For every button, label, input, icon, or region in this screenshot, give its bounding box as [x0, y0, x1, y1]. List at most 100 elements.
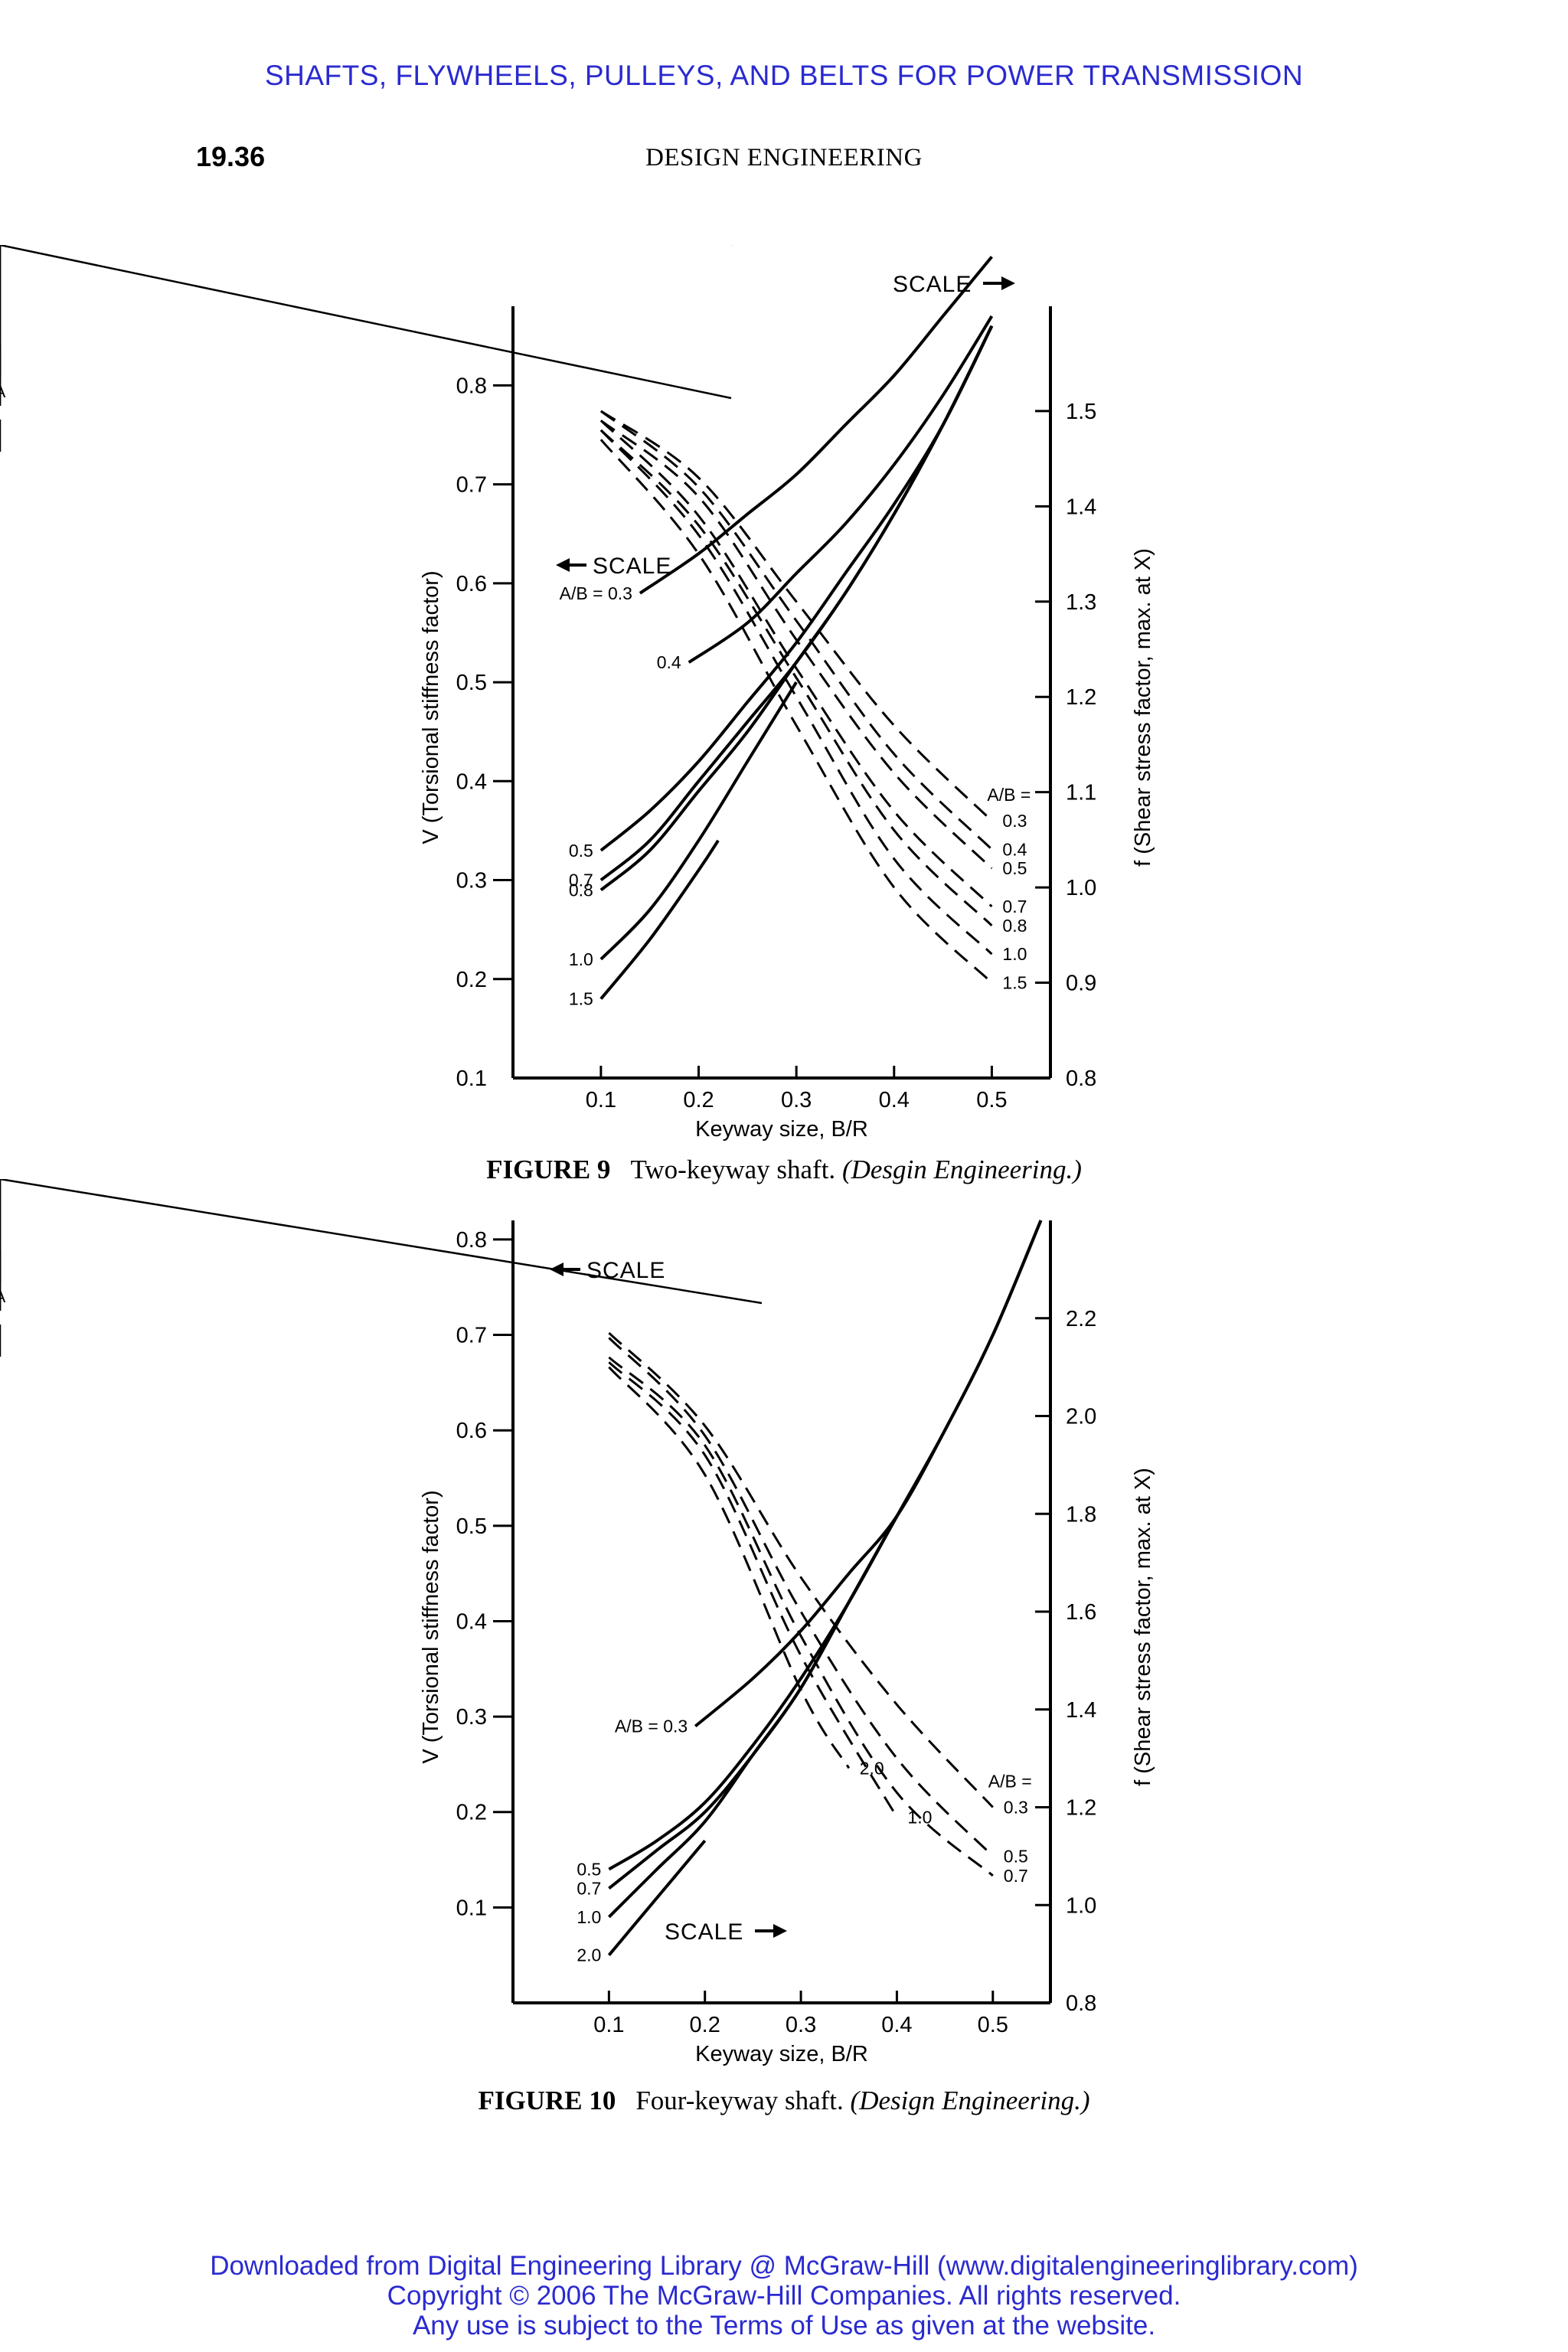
fig9-xtick-label-0-2: 0.2: [683, 1088, 714, 1112]
fig9-x-axis-title: Keyway size, B/R: [695, 1117, 868, 1142]
footer-line-3: Any use is subject to the Terms of Use a…: [412, 2311, 1156, 2341]
fig10-curve-label-2-0: 2.0: [577, 1945, 601, 1965]
fig9-curve-label-f-0-3: 0.3: [1002, 811, 1027, 831]
fig9-curve-label-f-0-4: 0.4: [1002, 839, 1027, 859]
fig10-curve-label-f-0-5: 0.5: [1004, 1846, 1028, 1866]
fig10-xtick-label-0-4: 0.4: [881, 2013, 912, 2037]
fig10-y2tick-label-1-4: 1.4: [1066, 1698, 1096, 1723]
fig10-ytick-label-0-3: 0.3: [456, 1705, 487, 1730]
figure-10-chart: 0.1 0.2 0.3 0.4 0.5 0.1 0.2 0.3 0.4 0.5 0.6 0.7 0.8 1…: [0, 1179, 1568, 2128]
fig10-a-label: A: [0, 1287, 6, 1306]
fig9-ytick-label-0-6: 0.6: [456, 572, 487, 596]
fig9-radius-line: [0, 245, 732, 400]
fig10-y2tick-label-2-2: 2.2: [1066, 1307, 1096, 1331]
fig10-curve-0-3: [694, 1220, 1043, 1728]
fig9-curve-f-0-4: [599, 410, 993, 851]
fig9-xtick-label-0-5: 0.5: [976, 1088, 1007, 1112]
fig10-curve-label-f-0-7: 0.7: [1004, 1866, 1028, 1886]
figure-9-caption-text: Two-keyway shaft.: [630, 1155, 836, 1184]
fig10-curve-f-0-5: [608, 1337, 994, 1857]
fig9-ytick-label-0-2: 0.2: [456, 968, 487, 992]
fig10-stress-point-0: ×: [0, 1179, 5, 1184]
figure-10-caption: FIGURE 10 Four-keyway shaft. (Design Engi…: [0, 2086, 1568, 2116]
fig10-ytick-label-0-6: 0.6: [456, 1419, 487, 1443]
fig9-plot: 0.1 0.2 0.3 0.4 0.50.10.20.30.40.50.60.70.80…: [0, 245, 1155, 1142]
fig10-curve-label-0-5: 0.5: [577, 1860, 601, 1880]
fig10-ytick-label-0-7: 0.7: [456, 1324, 487, 1348]
fig10-y2-bottom-label: 0.8: [1066, 1991, 1096, 2016]
fig10-ytick-label-0-5: 0.5: [456, 1514, 487, 1539]
figure-9-svg: 0.1 0.2 0.3 0.4 0.50.10.20.30.40.50.60.70.80…: [0, 245, 1155, 1142]
fig9-curve-f-0-8: [599, 429, 993, 926]
fig9-curve-f-1-5: [599, 439, 993, 984]
fig9-curve-label-0-8: 0.8: [569, 880, 593, 900]
fig10-curve-2-0: [607, 1839, 707, 1956]
fig10-ytick-label-0-1: 0.1: [456, 1896, 487, 1920]
fig10-y2tick-label-1-8: 1.8: [1066, 1502, 1096, 1527]
fig9-y2tick-label-1-2: 1.2: [1066, 685, 1096, 710]
fig9-curve-1-5: [599, 839, 720, 1000]
fig10-curves: [607, 1220, 1043, 1956]
fig10-x-axis-title: Keyway size, B/R: [695, 2042, 868, 2066]
fig9-curve-f-0-5: [599, 420, 993, 870]
fig9-ytick-label-0-7: 0.7: [456, 473, 487, 498]
fig9-xtick-label-0-4: 0.4: [879, 1088, 910, 1112]
fig10-xtick-label-0-1: 0.1: [593, 2013, 624, 2037]
fig10-curve-f-1-0: [608, 1361, 898, 1818]
fig10-scale-right-arrow-head: [773, 1924, 787, 1938]
fig9-b-label: B: [0, 245, 5, 249]
fig9-y2tick-label-0-9: 0.9: [1066, 972, 1096, 996]
fig9-ytick-label-0-4: 0.4: [456, 769, 487, 794]
fig10-y2tick-label-1-6: 1.6: [1066, 1600, 1096, 1625]
fig10-radius-line: [0, 1179, 763, 1305]
fig9-curve-label-1-0: 1.0: [569, 949, 593, 969]
fig9-curve-f-0-3: [600, 410, 993, 822]
footer: Downloaded from Digital Engineering Libr…: [0, 2251, 1568, 2341]
fig9-curve-label-f-0-5: 0.5: [1002, 858, 1027, 878]
fig9-scale-left-label: SCALE: [593, 554, 671, 579]
figure-9-label: FIGURE 9: [486, 1155, 611, 1184]
fig9-xtick-label-0-1: 0.1: [586, 1088, 616, 1112]
fig9-y2-axis-title: f (Shear stress factor, max. at X): [1131, 548, 1155, 867]
fig10-ytick-label-0-2: 0.2: [456, 1801, 487, 1825]
fig10-b-label: B: [0, 1179, 5, 1183]
figure-10-label: FIGURE 10: [478, 2086, 616, 2115]
fig10-xtick-label-0-5: 0.5: [978, 2013, 1008, 2037]
fig9-curves: [599, 256, 994, 1000]
fig9-curve-0-3: [639, 256, 993, 595]
fig10-y-axis-title: V (Torsional stiffness factor): [419, 1490, 443, 1763]
fig9-y2tick-label-1-3: 1.3: [1066, 590, 1096, 615]
fig10-xtick-label-0-2: 0.2: [690, 2013, 720, 2037]
fig9-ytick-label-0-1: 0.1: [456, 1067, 487, 1091]
fig10-y2tick-label-1: 1.0: [1066, 1893, 1096, 1918]
fig10-y2tick-label-1-2: 1.2: [1066, 1796, 1096, 1821]
fig10-curve-f-0-7: [608, 1356, 994, 1877]
running-head: SHAFTS, FLYWHEELS, PULLEYS, AND BELTS FO…: [264, 60, 1304, 91]
fig9-y2tick-label-1-5: 1.5: [1066, 400, 1096, 424]
fig10-curve-label-f-1-0: 1.0: [907, 1807, 932, 1827]
fig9-curve-f-1-0: [599, 429, 993, 956]
fig9-radius-label: R: [0, 245, 12, 249]
fig9-a-label: A: [0, 382, 6, 401]
fig9-stress-point-0: ×: [0, 245, 5, 250]
fig9-ytick-label-0-8: 0.8: [456, 374, 487, 398]
fig9-y2tick-label-1: 1.0: [1066, 876, 1096, 900]
figure-9-source: (Desgin Engineering.): [841, 1155, 1082, 1184]
fig9-ytick-label-0-5: 0.5: [456, 671, 487, 695]
fig9-curve-1-0: [599, 681, 798, 961]
fig9-curve-0-5: [599, 325, 994, 852]
fig10-curve-0-5: [608, 1220, 1043, 1871]
fig9-y2tick-label-1-1: 1.1: [1066, 781, 1096, 805]
fig10-curve-1-0: [607, 1515, 899, 1919]
fig9-scale-right-label: SCALE: [893, 272, 972, 297]
footer-line-1: Downloaded from Digital Engineering Libr…: [210, 2251, 1358, 2281]
page-number: 19.36: [196, 141, 266, 172]
fig9-curve-label-f-1-5: 1.5: [1002, 973, 1027, 993]
fig10-curve-0-7: [608, 1515, 899, 1890]
fig9-scale-right-arrow-head: [1001, 276, 1015, 290]
fig10-y2tick-label-2: 2.0: [1066, 1405, 1096, 1429]
fig9-curve-label-f-1-0: 1.0: [1002, 944, 1027, 964]
fig10-plot: 0.1 0.2 0.3 0.4 0.5 0.1 0.2 0.3 0.4 0.5 0.6 0.7 0.8 1…: [0, 1179, 1155, 2066]
fig9-y2tick-label-0-8: 0.8: [1066, 1067, 1096, 1091]
fig9-cross-section-diagram: ××RAB: [0, 245, 732, 452]
